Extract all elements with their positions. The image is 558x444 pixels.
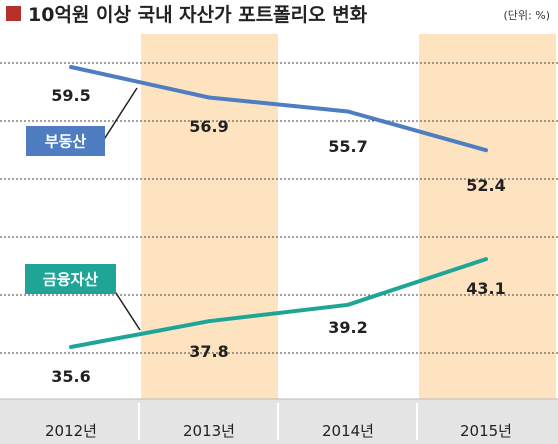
callout-label-real-estate: 부동산 [45, 133, 87, 151]
series-line-real-estate [69, 65, 488, 153]
shade-layer [141, 34, 556, 399]
shade-column-3 [419, 34, 556, 399]
value-label-financial-3: 43.1 [466, 279, 505, 298]
shade-column-1 [141, 34, 278, 399]
callout-box-real-estate [26, 126, 105, 156]
x-tick-label-2: 2014년 [322, 422, 374, 440]
x-tick-label-3: 2015년 [460, 422, 512, 440]
value-label-financial-2: 39.2 [328, 318, 367, 337]
x-axis: 2012년 2013년 2014년 2015년 [0, 398, 558, 444]
series-line-financial [69, 257, 488, 349]
callout-leader-real-estate [102, 87, 138, 142]
callout-label-financial: 금융자산 [43, 271, 98, 289]
value-labels: 59.5 56.9 55.7 52.4 35.6 37.8 39.2 43.1 [51, 86, 505, 386]
callout-leader-financial [113, 289, 141, 331]
value-label-financial-1: 37.8 [189, 342, 228, 361]
value-label-real-estate-3: 52.4 [466, 176, 505, 195]
value-label-real-estate-2: 55.7 [328, 137, 367, 156]
grid-layer [0, 62, 558, 354]
value-label-financial-0: 35.6 [51, 367, 90, 386]
chart-title: 10억원 이상 국내 자산가 포트폴리오 변화 [28, 4, 368, 26]
unit-label: (단위: %) [504, 9, 550, 22]
x-tick-label-1: 2013년 [183, 422, 235, 440]
value-label-real-estate-1: 56.9 [189, 117, 228, 136]
title-marker [6, 6, 21, 21]
value-label-real-estate-0: 59.5 [51, 86, 90, 105]
series-lines [69, 65, 488, 349]
x-tick-label-0: 2012년 [45, 422, 97, 440]
callout-box-financial [25, 264, 116, 294]
